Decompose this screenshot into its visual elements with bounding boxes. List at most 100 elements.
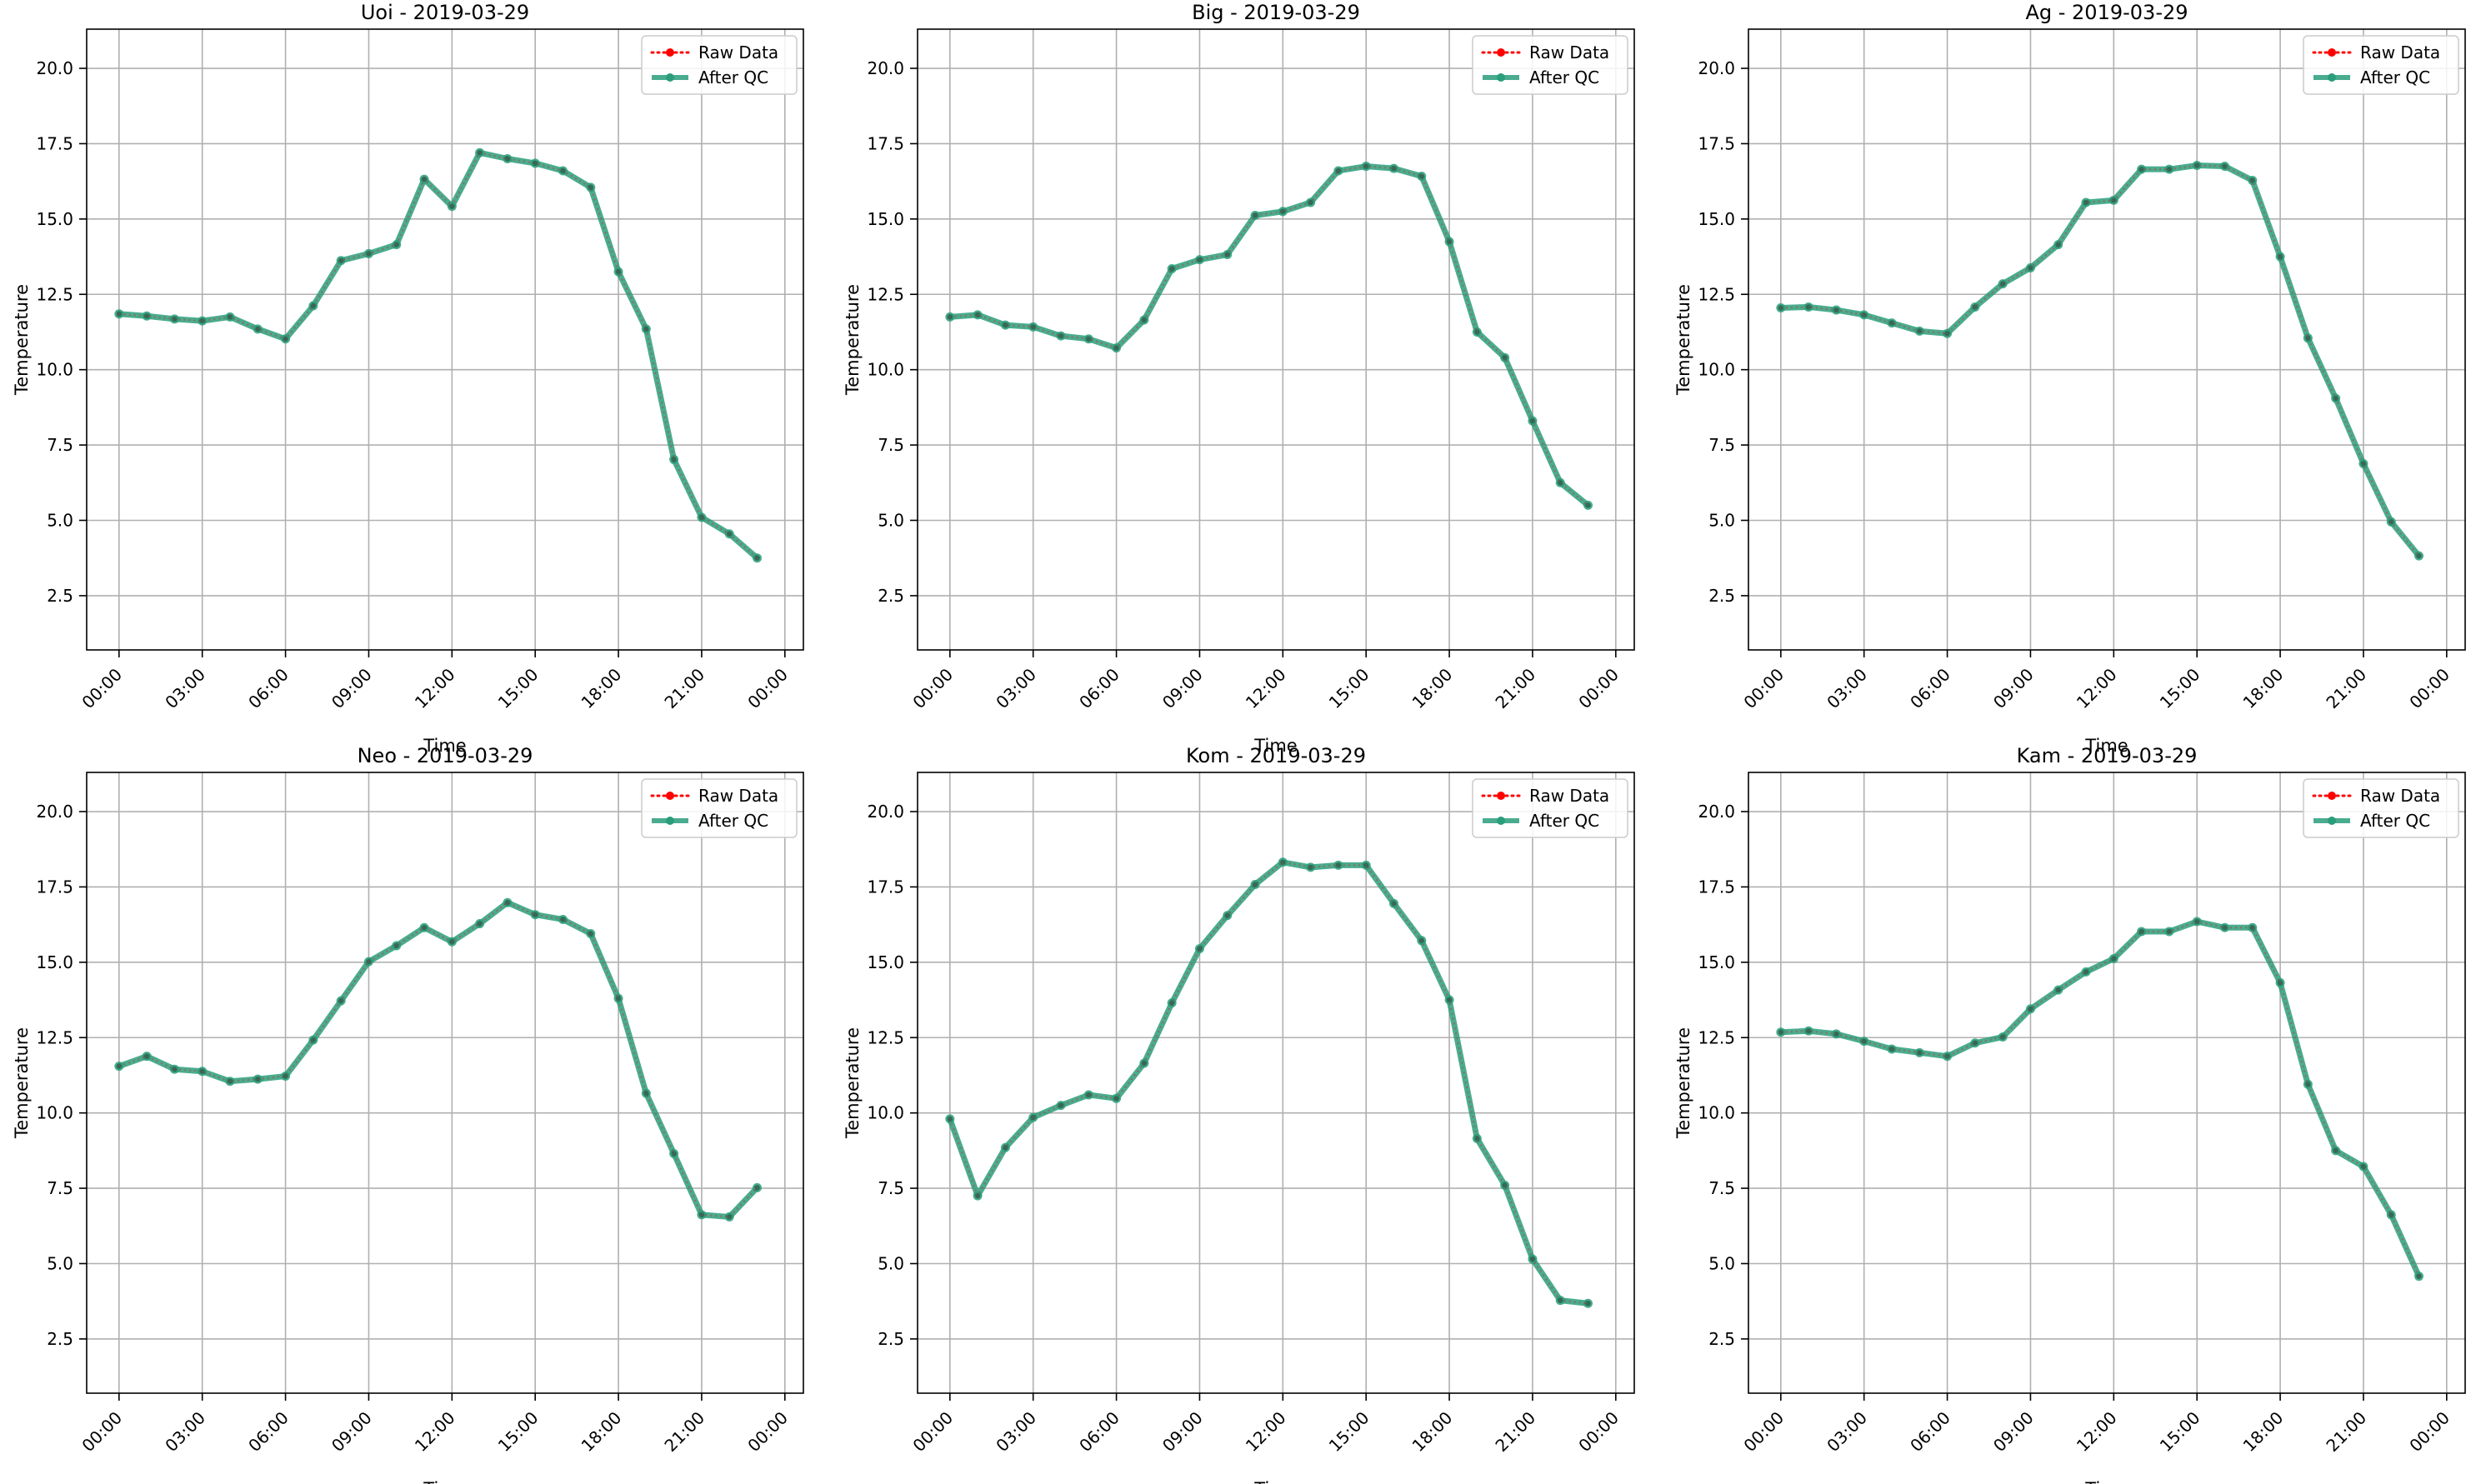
raw-series-line: [118, 152, 758, 559]
raw-point: [477, 921, 483, 927]
raw-point: [1168, 266, 1175, 272]
y-tick-label: 7.5: [1708, 435, 1735, 455]
raw-point: [421, 176, 428, 182]
y-tick-label: 12.5: [36, 284, 73, 304]
raw-point: [643, 1090, 649, 1097]
raw-point: [2333, 395, 2338, 402]
legend-qc-marker: [666, 73, 674, 82]
raw-point: [1363, 163, 1369, 169]
raw-point: [615, 996, 622, 1002]
plot-frame: [86, 772, 804, 1394]
raw-point: [283, 336, 288, 342]
y-tick-label: 2.5: [47, 1329, 73, 1349]
plot-area: [87, 772, 803, 1393]
legend-raw-marker: [2328, 48, 2336, 57]
y-tick-label: 20.0: [36, 802, 73, 822]
plot-area: [918, 29, 1634, 650]
y-tick-label: 15.0: [867, 209, 904, 229]
plot-frame: [1748, 772, 2466, 1394]
legend-raw-marker: [1497, 792, 1505, 800]
y-tick-label: 17.5: [1698, 877, 1735, 897]
legend-qc-label: After QC: [2360, 811, 2430, 831]
raw-point: [1999, 1034, 2006, 1040]
raw-point: [754, 555, 760, 561]
raw-point: [199, 1068, 205, 1074]
raw-point: [1086, 1092, 1092, 1098]
y-tick-label: 20.0: [867, 802, 904, 822]
raw-point: [643, 326, 649, 332]
raw-point: [2249, 177, 2255, 183]
raw-point: [727, 1214, 733, 1220]
raw-point: [1197, 946, 1203, 952]
subplot-4: 00:00 03:00 06:00 09:00 12:00 15:00 18:00 21:00…: [12, 744, 804, 1484]
y-tick-label: 5.0: [1708, 1253, 1735, 1273]
raw-point: [1224, 252, 1230, 257]
raw-point: [2083, 969, 2089, 975]
grid-lines: [1748, 29, 2465, 650]
y-tick-label: 15.0: [867, 952, 904, 972]
raw-series-line: [118, 901, 758, 1218]
legend-qc-marker: [666, 817, 674, 825]
raw-point: [1308, 864, 1313, 871]
legend-raw-label: Raw Data: [698, 786, 778, 806]
raw-point: [560, 917, 566, 922]
raw-point: [2416, 552, 2422, 559]
y-axis-label: Temperature: [12, 1027, 32, 1139]
raw-point: [615, 268, 622, 275]
raw-point: [1141, 317, 1148, 323]
raw-point: [2277, 980, 2283, 986]
raw-point: [449, 203, 455, 209]
qc-series-line: [116, 899, 761, 1220]
raw-point: [2333, 1147, 2338, 1154]
legend: Raw Data After QC: [1472, 35, 1628, 95]
raw-point: [974, 312, 981, 318]
raw-point: [338, 257, 344, 263]
raw-point: [2360, 1163, 2367, 1170]
raw-point: [2166, 166, 2173, 172]
raw-point: [1252, 882, 1258, 887]
y-tick-label: 12.5: [1698, 284, 1735, 304]
raw-point: [1502, 1182, 1508, 1188]
raw-point: [227, 314, 233, 320]
y-tick-label: 10.0: [36, 1103, 73, 1123]
raw-point: [588, 184, 593, 191]
raw-series-line: [1780, 920, 2420, 1277]
legend-raw-label: Raw Data: [1529, 786, 1609, 806]
raw-point: [338, 997, 344, 1004]
raw-point: [421, 925, 428, 931]
raw-series-line: [948, 861, 1588, 1305]
raw-point: [1917, 328, 1923, 334]
raw-point: [1833, 1031, 1839, 1037]
y-tick-label: 2.5: [878, 1329, 904, 1349]
raw-point: [1391, 901, 1397, 907]
legend: Raw Data After QC: [641, 35, 798, 95]
legend-qc-marker: [1497, 817, 1505, 825]
raw-point: [1058, 1102, 1064, 1108]
y-tick-label: 20.0: [36, 58, 73, 78]
raw-point: [1474, 1136, 1480, 1142]
raw-point: [698, 514, 705, 521]
y-tick-label: 10.0: [867, 1103, 904, 1123]
legend-raw-label: Raw Data: [1529, 42, 1609, 62]
raw-point: [1944, 1053, 1950, 1059]
y-tick-label: 2.5: [47, 586, 73, 606]
y-tick-label: 17.5: [1698, 133, 1735, 153]
raw-point: [2028, 1006, 2033, 1012]
raw-point: [504, 900, 511, 906]
plot-frame: [917, 772, 1635, 1394]
x-axis-label: Time: [2084, 1479, 2128, 1484]
raw-point: [1003, 1145, 1008, 1151]
y-tick-label: 5.0: [878, 510, 904, 530]
raw-point: [1502, 354, 1508, 361]
raw-point: [2388, 519, 2394, 525]
raw-point: [1778, 305, 1784, 311]
raw-point: [1391, 165, 1397, 172]
plot-area: [1748, 29, 2465, 650]
raw-point: [1585, 502, 1591, 508]
raw-point: [754, 1185, 760, 1191]
y-axis-label: Temperature: [1673, 284, 1693, 396]
legend-qc-label: After QC: [1529, 67, 1599, 87]
raw-point: [172, 316, 178, 322]
plot-area: [918, 772, 1634, 1393]
